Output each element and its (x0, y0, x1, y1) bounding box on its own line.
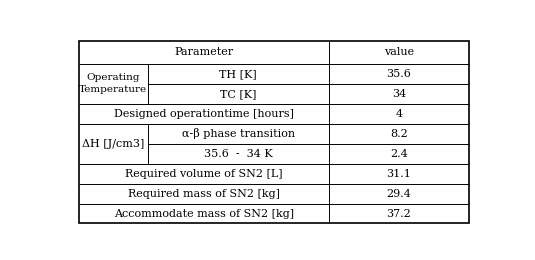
Text: Operating
Temperature: Operating Temperature (79, 73, 148, 94)
Text: TC [K]: TC [K] (220, 89, 256, 99)
Text: Parameter: Parameter (174, 48, 234, 57)
Text: value: value (384, 48, 414, 57)
Text: 31.1: 31.1 (386, 169, 411, 179)
Text: Accommodate mass of SN2 [kg]: Accommodate mass of SN2 [kg] (114, 209, 294, 219)
Text: 4: 4 (395, 109, 402, 119)
Text: Required volume of SN2 [L]: Required volume of SN2 [L] (125, 169, 283, 179)
Text: 2.4: 2.4 (390, 149, 408, 159)
Text: α-β phase transition: α-β phase transition (181, 128, 295, 139)
Text: 37.2: 37.2 (386, 209, 411, 219)
Text: TH [K]: TH [K] (219, 69, 257, 79)
Text: 35.6: 35.6 (386, 69, 411, 79)
Text: 34: 34 (392, 89, 406, 99)
Text: ΔH [J/cm3]: ΔH [J/cm3] (82, 139, 144, 149)
Text: Required mass of SN2 [kg]: Required mass of SN2 [kg] (128, 189, 280, 199)
Text: 8.2: 8.2 (390, 129, 408, 139)
Text: 35.6  -  34 K: 35.6 - 34 K (204, 149, 272, 159)
Text: Designed operationtime [hours]: Designed operationtime [hours] (114, 109, 294, 119)
Text: 29.4: 29.4 (386, 189, 411, 199)
